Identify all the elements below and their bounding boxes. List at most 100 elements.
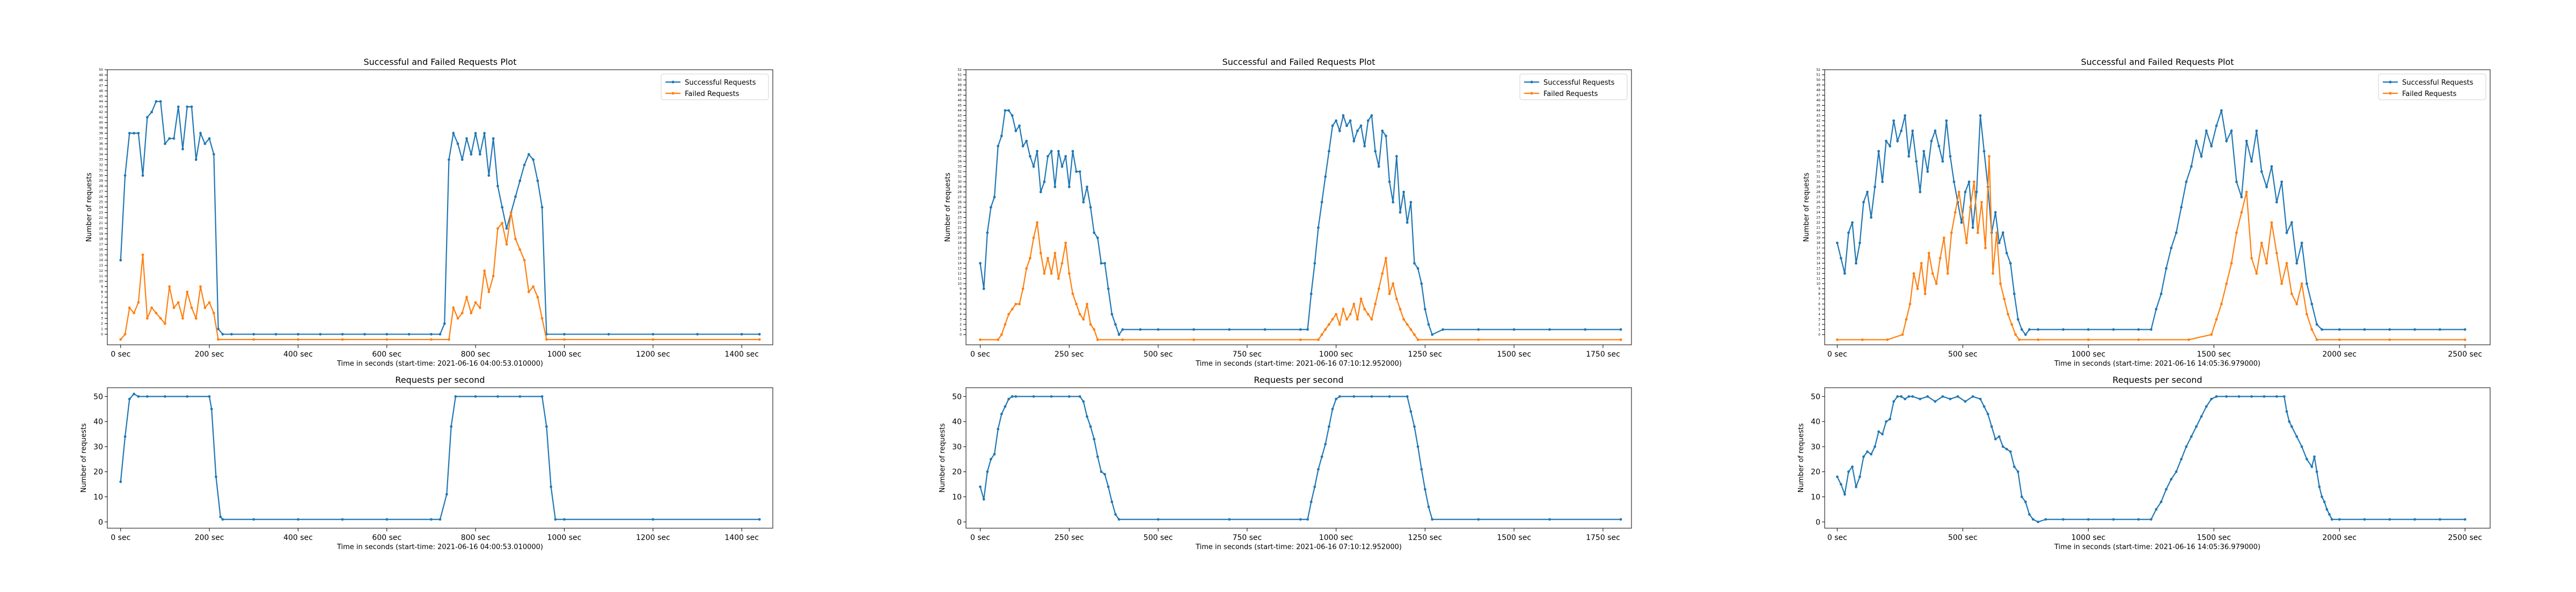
data-point xyxy=(1431,518,1434,521)
y-tick-label: 21 xyxy=(1816,226,1820,230)
data-point xyxy=(1980,201,1983,204)
y-tick-label: 13 xyxy=(1816,267,1820,271)
data-point xyxy=(1338,129,1341,132)
data-point xyxy=(1512,328,1516,331)
data-point xyxy=(2260,241,2263,245)
data-point xyxy=(2210,333,2213,336)
data-point xyxy=(2290,221,2293,224)
y-tick-label: 47 xyxy=(1816,94,1820,98)
data-point xyxy=(1100,470,1103,473)
data-point xyxy=(2190,165,2193,168)
data-point xyxy=(2306,457,2308,461)
data-point xyxy=(1904,114,1907,117)
y-tick-label: 8 xyxy=(960,292,962,296)
data-point xyxy=(1043,272,1046,275)
y-tick-label: 14 xyxy=(957,262,962,265)
data-point xyxy=(146,116,149,119)
data-point xyxy=(438,332,442,336)
data-point xyxy=(2087,518,2090,521)
data-point xyxy=(1942,236,1945,239)
x-tick-label: 0 sec xyxy=(111,350,130,359)
data-point xyxy=(523,164,526,166)
legend-label: Successful Requests xyxy=(1543,79,1615,87)
data-point xyxy=(443,322,446,325)
data-point xyxy=(2295,302,2299,306)
data-point xyxy=(1409,410,1413,413)
data-point xyxy=(1007,397,1010,401)
data-point xyxy=(2270,165,2273,168)
data-point xyxy=(1342,308,1345,310)
data-point xyxy=(2028,328,2031,331)
data-point xyxy=(1946,272,1949,275)
chart-title: Requests per second xyxy=(395,375,485,385)
y-tick-label: 42 xyxy=(957,119,962,123)
y-tick-label: 41 xyxy=(957,124,962,128)
data-point xyxy=(1953,211,1957,214)
y-tick-label: 5 xyxy=(960,308,962,312)
data-point xyxy=(1889,145,1892,147)
y-tick-label: 50 xyxy=(1811,393,1820,401)
data-point xyxy=(2306,282,2308,285)
y-tick-label: 45 xyxy=(1816,104,1820,108)
data-point xyxy=(1032,236,1035,239)
data-point xyxy=(1313,485,1316,489)
data-point xyxy=(1082,201,1085,204)
series-failed-requests xyxy=(979,221,1622,341)
data-point xyxy=(1900,395,1903,398)
data-point xyxy=(1370,114,1373,117)
y-tick-label: 36 xyxy=(1816,150,1820,153)
data-point xyxy=(740,332,743,336)
y-tick-label: 0 xyxy=(960,333,962,337)
data-point xyxy=(2210,397,2213,401)
data-point xyxy=(1093,231,1096,234)
data-point xyxy=(532,285,535,288)
y-tick-label: 44 xyxy=(1816,109,1820,113)
data-point xyxy=(1836,241,1839,245)
data-point xyxy=(2315,323,2318,326)
data-point xyxy=(1021,287,1024,290)
y-tick-label: 52 xyxy=(957,68,962,72)
data-point xyxy=(1075,302,1078,306)
x-axis-label: Time in seconds (start-time: 2021-06-16 … xyxy=(2054,543,2260,551)
y-tick-label: 11 xyxy=(1816,277,1820,281)
data-point xyxy=(990,206,992,209)
data-point xyxy=(1018,302,1021,306)
data-point xyxy=(1971,395,1974,398)
data-point xyxy=(1840,483,1842,486)
data-point xyxy=(1982,405,1986,408)
data-point xyxy=(1335,313,1337,316)
data-point xyxy=(1071,150,1074,153)
y-tick-label: 9 xyxy=(1818,287,1820,291)
data-point xyxy=(2170,478,2173,481)
y-tick-label: 21 xyxy=(99,221,103,225)
data-point xyxy=(1988,155,1990,158)
x-tick-label: 500 sec xyxy=(1948,350,1978,359)
data-point xyxy=(474,395,477,398)
data-point xyxy=(2016,470,2019,473)
y-axis-label: Number of requests xyxy=(1797,423,1805,492)
data-point xyxy=(454,395,457,398)
y-tick-label: 2 xyxy=(1818,323,1820,327)
legend-label: Successful Requests xyxy=(685,79,756,87)
data-point xyxy=(1381,272,1384,275)
y-axis-label: Number of requests xyxy=(1803,173,1811,242)
series-line xyxy=(1837,156,2465,341)
data-point xyxy=(1096,455,1099,458)
y-tick-label: 16 xyxy=(957,251,962,255)
data-point xyxy=(1299,518,1302,521)
data-point xyxy=(1862,201,1865,204)
chart-title: Successful and Failed Requests Plot xyxy=(1223,57,1375,67)
data-point xyxy=(1377,165,1380,168)
x-tick-label: 600 sec xyxy=(372,350,401,359)
data-point xyxy=(2285,231,2288,234)
data-point xyxy=(758,518,761,521)
data-point xyxy=(1385,257,1387,260)
x-tick-label: 400 sec xyxy=(283,534,313,542)
data-point xyxy=(2215,318,2218,321)
data-point xyxy=(1992,272,1994,275)
data-point xyxy=(2185,180,2188,183)
y-tick-label: 0 xyxy=(1818,333,1820,337)
legend-label: Failed Requests xyxy=(1543,90,1598,98)
data-point xyxy=(199,285,202,288)
legend-label: Failed Requests xyxy=(685,90,740,98)
